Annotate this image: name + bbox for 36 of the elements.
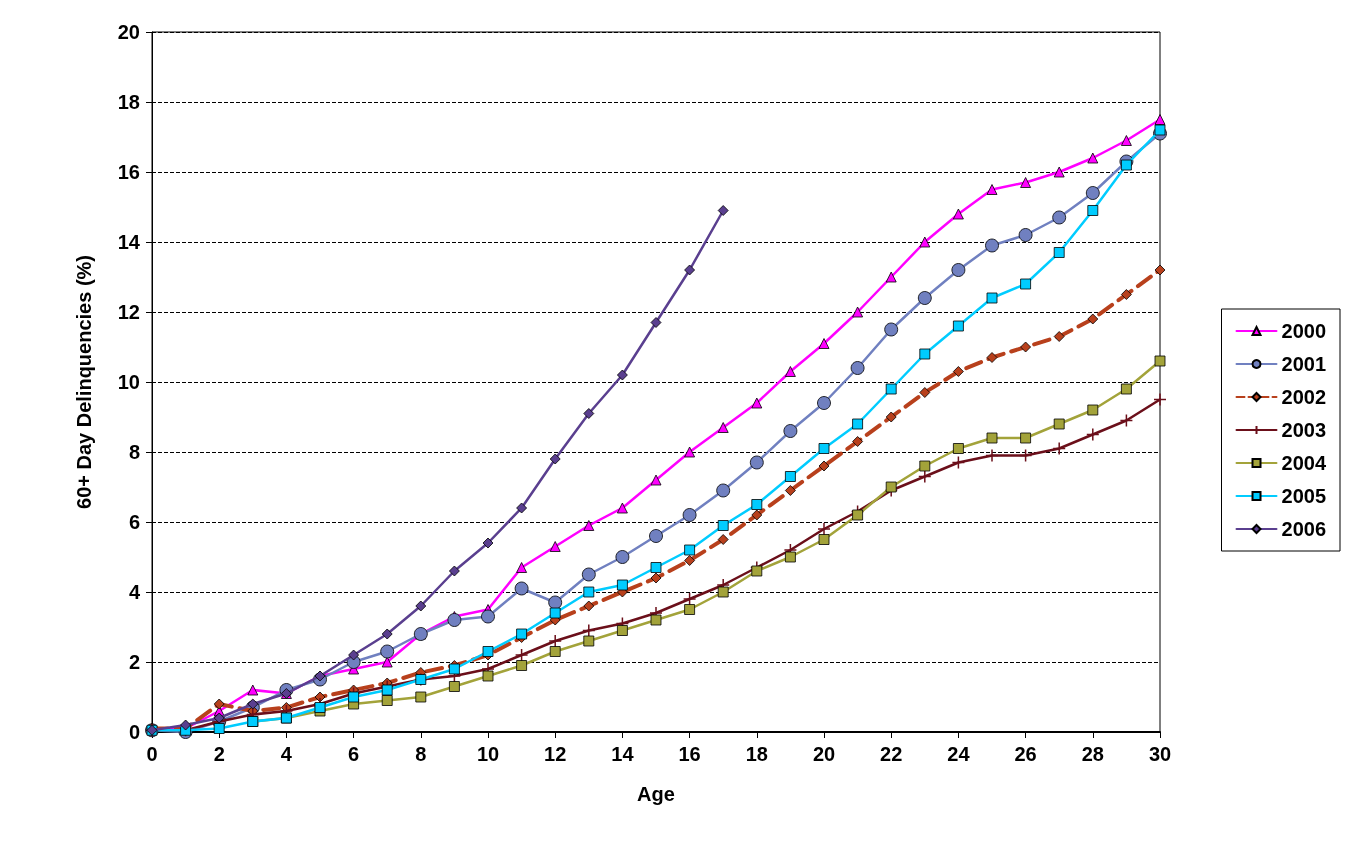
y-tick-label: 4 — [128, 581, 141, 603]
x-tick-label: 30 — [1148, 743, 1172, 765]
y-tick-label: 0 — [128, 721, 140, 743]
x-tick-label: 26 — [1014, 743, 1037, 765]
x-tick-label: 10 — [476, 743, 500, 765]
x-tick-label: 16 — [678, 743, 701, 765]
y-tick-label: 12 — [117, 301, 140, 323]
legend-label: 2003 — [1281, 419, 1327, 441]
legend-label: 2004 — [1281, 452, 1327, 474]
y-tick-label: 20 — [117, 21, 140, 43]
x-tick-label: 0 — [146, 743, 158, 765]
x-tick-label: 12 — [544, 743, 567, 765]
y-tick-label: 14 — [117, 231, 141, 253]
legend-label: 2005 — [1281, 485, 1327, 507]
x-tick-label: 2 — [213, 743, 225, 765]
y-tick-label: 6 — [128, 511, 140, 533]
x-tick-label: 20 — [812, 743, 836, 765]
x-tick-label: 18 — [745, 743, 768, 765]
x-tick-label: 6 — [348, 743, 360, 765]
x-axis-title: Age — [637, 783, 675, 805]
legend-label: 2002 — [1281, 386, 1327, 408]
y-tick-label: 8 — [128, 441, 140, 463]
legend-label: 2006 — [1281, 518, 1327, 540]
x-tick-label: 24 — [947, 743, 971, 765]
y-tick-label: 16 — [117, 161, 140, 183]
y-tick-label: 10 — [117, 371, 140, 393]
legend-label: 2001 — [1281, 353, 1327, 375]
x-tick-label: 22 — [880, 743, 903, 765]
x-tick-label: 14 — [611, 743, 635, 765]
y-tick-label: 18 — [117, 91, 140, 113]
x-tick-label: 8 — [415, 743, 427, 765]
x-tick-label: 28 — [1081, 743, 1104, 765]
y-axis-title: 60+ Day Delinquencies (%) — [73, 255, 95, 509]
legend-label: 2000 — [1281, 320, 1327, 342]
y-tick-label: 2 — [128, 651, 140, 673]
x-tick-label: 4 — [280, 743, 293, 765]
